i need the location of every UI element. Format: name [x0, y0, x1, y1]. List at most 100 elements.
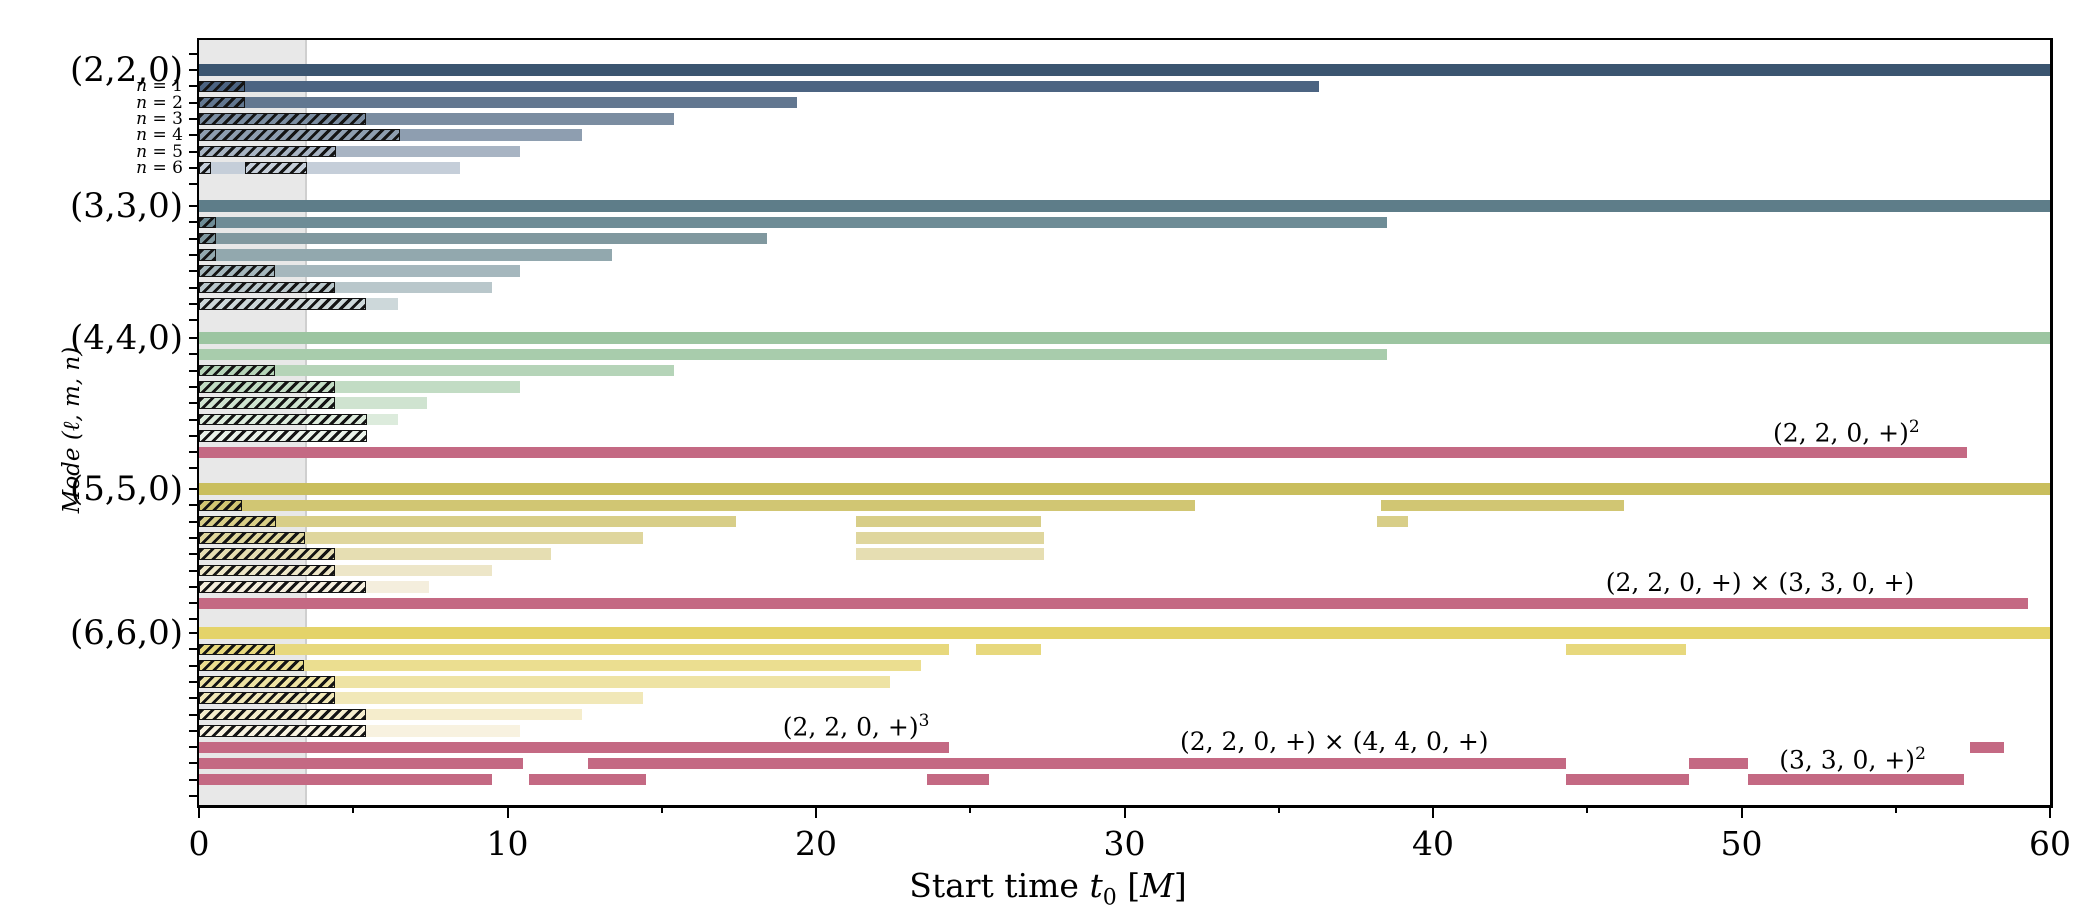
- quadratic-bar-segment: [199, 757, 523, 769]
- bar-segment: [199, 676, 891, 688]
- overtone-label: n = 3: [136, 108, 183, 129]
- quadratic-bar-segment: [529, 774, 647, 786]
- hatch-segment: [199, 232, 216, 245]
- group-label: (4,4,0): [69, 318, 183, 358]
- quadratic-bar-segment: [927, 774, 989, 786]
- quadratic-bar-segment: [1689, 757, 1748, 769]
- hatch-segment: [199, 145, 337, 158]
- bar-segment: [199, 532, 644, 544]
- bar-segment: [976, 643, 1042, 656]
- y-row-tick: [189, 385, 198, 388]
- y-row-tick: [189, 402, 198, 405]
- hatch-segment: [199, 96, 246, 109]
- hatch-segment: [199, 643, 275, 656]
- y-row-tick: [189, 101, 198, 104]
- bar-segment: [199, 348, 1387, 361]
- x-axis-title: Start time t0 [M]: [909, 866, 1187, 911]
- bar-segment: [199, 113, 675, 125]
- spine-left: [196, 37, 199, 808]
- y-row-tick: [189, 648, 198, 651]
- bar-segment: [199, 162, 460, 174]
- y-row-tick: [189, 569, 198, 572]
- hatch-segment: [199, 515, 277, 528]
- y-row-tick: [189, 729, 198, 732]
- overtone-label: n = 2: [136, 92, 183, 113]
- overtone-label: n = 6: [136, 157, 183, 178]
- bar-segment: [199, 659, 921, 672]
- y-row-tick: [189, 632, 198, 634]
- y-row-tick: [189, 488, 198, 490]
- group-label: (6,6,0): [69, 613, 183, 653]
- x-minor-tick: [660, 805, 663, 813]
- x-tick-label: 50: [1720, 824, 1763, 863]
- quadratic-bar-segment: [1565, 774, 1690, 786]
- bar-segment: [199, 64, 2050, 76]
- hatch-segment: [199, 676, 335, 688]
- y-row-tick: [189, 69, 198, 71]
- hatch-segment: [199, 381, 335, 393]
- group-label: (2,2,0): [69, 50, 183, 90]
- bar-segment: [199, 499, 1196, 512]
- y-row-tick: [189, 778, 198, 781]
- bar-segment: [199, 96, 798, 109]
- quadratic-bar-segment: [199, 446, 1967, 458]
- y-row-tick: [189, 150, 198, 153]
- quadratic-bar-segment: [199, 774, 493, 786]
- y-row-tick: [189, 553, 198, 556]
- overtone-label: n = 1: [136, 76, 183, 97]
- bar-segment: [1377, 515, 1409, 528]
- y-axis-title: Mode (ℓ, m, n): [59, 346, 85, 514]
- bar-segment: [1380, 499, 1625, 512]
- hatch-segment: [199, 659, 304, 672]
- quadratic-bar-segment: [1969, 741, 2004, 753]
- bar-segment: [199, 249, 613, 261]
- x-major-tick: [1740, 805, 1743, 818]
- y-row-tick: [189, 353, 198, 356]
- y-row-tick: [189, 302, 198, 305]
- bar-segment: [199, 232, 767, 245]
- quadratic-bar-segment: [199, 741, 949, 753]
- hatch-segment: [199, 430, 368, 442]
- x-minor-tick: [1894, 805, 1897, 813]
- y-row-tick: [189, 319, 198, 322]
- bar-segment: [199, 627, 2050, 639]
- y-row-tick: [189, 504, 198, 507]
- x-tick-label: 30: [1103, 824, 1146, 863]
- bar-segment: [199, 216, 1387, 229]
- bar-segment: [199, 692, 644, 704]
- x-major-tick: [198, 805, 200, 818]
- y-row-tick: [189, 585, 198, 588]
- hatch-segment: [199, 364, 275, 377]
- x-tick-label: 40: [1412, 824, 1454, 863]
- y-row-tick: [189, 467, 198, 470]
- y-row-tick: [189, 713, 198, 716]
- bar-segment: [856, 532, 1045, 544]
- y-row-tick: [189, 746, 198, 749]
- bar-segment: [199, 80, 1319, 93]
- hatch-segment: [199, 249, 216, 261]
- spine-right: [2050, 37, 2053, 808]
- quadratic-mode-annotation: (2, 2, 0, +)2: [1773, 417, 1920, 448]
- y-row-tick: [189, 237, 198, 240]
- hatch-segment: [199, 708, 366, 721]
- quadratic-bar-segment: [1747, 774, 1964, 786]
- hatch-segment: [199, 413, 368, 426]
- bar-segment: [856, 548, 1045, 560]
- hatch-segment: [199, 692, 335, 704]
- bar-segment: [199, 332, 2050, 344]
- y-row-tick: [189, 221, 198, 224]
- y-row-tick: [189, 85, 198, 88]
- overtone-label: n = 5: [136, 141, 183, 162]
- y-row-tick: [189, 520, 198, 523]
- hatch-segment: [199, 397, 335, 409]
- y-row-tick: [189, 117, 198, 120]
- x-minor-tick: [969, 805, 972, 813]
- bar-segment: [199, 483, 2050, 495]
- hatch-segment: [199, 532, 306, 544]
- x-major-tick: [1123, 805, 1126, 818]
- bar-segment: [199, 708, 582, 721]
- quadratic-mode-annotation: (3, 3, 0, +)2: [1779, 744, 1926, 775]
- bar-segment: [199, 281, 493, 294]
- group-label: (5,5,0): [69, 469, 183, 509]
